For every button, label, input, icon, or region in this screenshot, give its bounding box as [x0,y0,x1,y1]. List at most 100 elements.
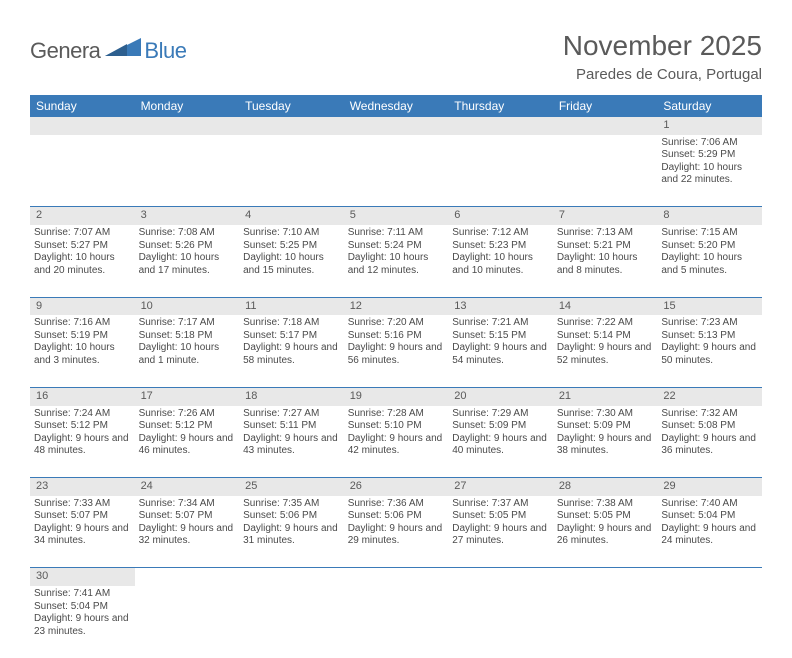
sunset-text: Sunset: 5:14 PM [557,330,654,343]
day-cell [657,586,762,658]
day-number [239,568,344,586]
day-number: 23 [30,478,135,496]
daylight-text: Daylight: 10 hours and 1 minute. [139,342,236,367]
sunset-text: Sunset: 5:18 PM [139,330,236,343]
day-cell: Sunrise: 7:28 AMSunset: 5:10 PMDaylight:… [344,406,449,478]
daylight-text: Daylight: 9 hours and 46 minutes. [139,433,236,458]
day-number: 13 [448,297,553,315]
sunset-text: Sunset: 5:19 PM [34,330,131,343]
sunrise-text: Sunrise: 7:18 AM [243,317,340,330]
sunrise-text: Sunrise: 7:24 AM [34,408,131,421]
day-number: 17 [135,387,240,405]
day-cell: Sunrise: 7:40 AMSunset: 5:04 PMDaylight:… [657,496,762,568]
sunset-text: Sunset: 5:13 PM [661,330,758,343]
day-header: Thursday [448,95,553,117]
sunset-text: Sunset: 5:09 PM [452,420,549,433]
week-row: Sunrise: 7:24 AMSunset: 5:12 PMDaylight:… [30,406,762,478]
day-number: 24 [135,478,240,496]
day-cell: Sunrise: 7:41 AMSunset: 5:04 PMDaylight:… [30,586,135,658]
logo: Genera Blue [30,38,186,64]
sunset-text: Sunset: 5:08 PM [661,420,758,433]
sunset-text: Sunset: 5:05 PM [452,510,549,523]
daylight-text: Daylight: 9 hours and 58 minutes. [243,342,340,367]
daylight-text: Daylight: 9 hours and 24 minutes. [661,523,758,548]
daylight-text: Daylight: 9 hours and 29 minutes. [348,523,445,548]
day-number [448,117,553,135]
calendar-table: Sunday Monday Tuesday Wednesday Thursday… [30,95,762,658]
daylight-text: Daylight: 9 hours and 23 minutes. [34,613,131,638]
week-row: Sunrise: 7:33 AMSunset: 5:07 PMDaylight:… [30,496,762,568]
sunrise-text: Sunrise: 7:21 AM [452,317,549,330]
day-cell [239,135,344,207]
sunrise-text: Sunrise: 7:20 AM [348,317,445,330]
day-number: 22 [657,387,762,405]
day-number: 27 [448,478,553,496]
day-number [553,568,658,586]
day-number: 10 [135,297,240,315]
logo-text-blue: Blue [144,38,186,64]
day-number: 28 [553,478,658,496]
sunrise-text: Sunrise: 7:11 AM [348,227,445,240]
day-cell: Sunrise: 7:30 AMSunset: 5:09 PMDaylight:… [553,406,658,478]
sunset-text: Sunset: 5:27 PM [34,240,131,253]
sunset-text: Sunset: 5:12 PM [139,420,236,433]
sunset-text: Sunset: 5:07 PM [139,510,236,523]
day-cell: Sunrise: 7:32 AMSunset: 5:08 PMDaylight:… [657,406,762,478]
sunset-text: Sunset: 5:24 PM [348,240,445,253]
daynum-row: 1 [30,117,762,135]
day-number: 2 [30,207,135,225]
header: Genera Blue November 2025 Paredes de Cou… [30,30,762,83]
daylight-text: Daylight: 10 hours and 17 minutes. [139,252,236,277]
sunrise-text: Sunrise: 7:23 AM [661,317,758,330]
day-cell: Sunrise: 7:35 AMSunset: 5:06 PMDaylight:… [239,496,344,568]
day-number [553,117,658,135]
sunset-text: Sunset: 5:12 PM [34,420,131,433]
day-cell [553,586,658,658]
day-cell: Sunrise: 7:11 AMSunset: 5:24 PMDaylight:… [344,225,449,297]
sunrise-text: Sunrise: 7:07 AM [34,227,131,240]
day-cell: Sunrise: 7:27 AMSunset: 5:11 PMDaylight:… [239,406,344,478]
day-cell: Sunrise: 7:10 AMSunset: 5:25 PMDaylight:… [239,225,344,297]
sunrise-text: Sunrise: 7:35 AM [243,498,340,511]
sunset-text: Sunset: 5:26 PM [139,240,236,253]
day-number: 18 [239,387,344,405]
daylight-text: Daylight: 9 hours and 54 minutes. [452,342,549,367]
sunset-text: Sunset: 5:29 PM [661,149,758,162]
sunrise-text: Sunrise: 7:34 AM [139,498,236,511]
sunrise-text: Sunrise: 7:15 AM [661,227,758,240]
daylight-text: Daylight: 9 hours and 34 minutes. [34,523,131,548]
sunset-text: Sunset: 5:10 PM [348,420,445,433]
sunrise-text: Sunrise: 7:30 AM [557,408,654,421]
day-cell: Sunrise: 7:18 AMSunset: 5:17 PMDaylight:… [239,315,344,387]
day-header: Friday [553,95,658,117]
daylight-text: Daylight: 10 hours and 22 minutes. [661,162,758,187]
day-cell [448,586,553,658]
day-cell: Sunrise: 7:38 AMSunset: 5:05 PMDaylight:… [553,496,658,568]
location: Paredes de Coura, Portugal [563,66,762,83]
page-title: November 2025 [563,30,762,62]
day-header-row: Sunday Monday Tuesday Wednesday Thursday… [30,95,762,117]
daylight-text: Daylight: 9 hours and 48 minutes. [34,433,131,458]
day-cell: Sunrise: 7:23 AMSunset: 5:13 PMDaylight:… [657,315,762,387]
day-cell: Sunrise: 7:16 AMSunset: 5:19 PMDaylight:… [30,315,135,387]
day-cell [344,135,449,207]
day-number: 1 [657,117,762,135]
daylight-text: Daylight: 9 hours and 42 minutes. [348,433,445,458]
sunrise-text: Sunrise: 7:26 AM [139,408,236,421]
day-header: Saturday [657,95,762,117]
day-number [239,117,344,135]
daylight-text: Daylight: 9 hours and 56 minutes. [348,342,445,367]
day-number: 3 [135,207,240,225]
sunset-text: Sunset: 5:16 PM [348,330,445,343]
daylight-text: Daylight: 10 hours and 5 minutes. [661,252,758,277]
daylight-text: Daylight: 9 hours and 50 minutes. [661,342,758,367]
sunrise-text: Sunrise: 7:29 AM [452,408,549,421]
day-number: 26 [344,478,449,496]
day-header: Tuesday [239,95,344,117]
daylight-text: Daylight: 10 hours and 3 minutes. [34,342,131,367]
sunrise-text: Sunrise: 7:37 AM [452,498,549,511]
sunset-text: Sunset: 5:25 PM [243,240,340,253]
day-cell: Sunrise: 7:08 AMSunset: 5:26 PMDaylight:… [135,225,240,297]
logo-triangle-icon [103,36,143,63]
sunset-text: Sunset: 5:09 PM [557,420,654,433]
